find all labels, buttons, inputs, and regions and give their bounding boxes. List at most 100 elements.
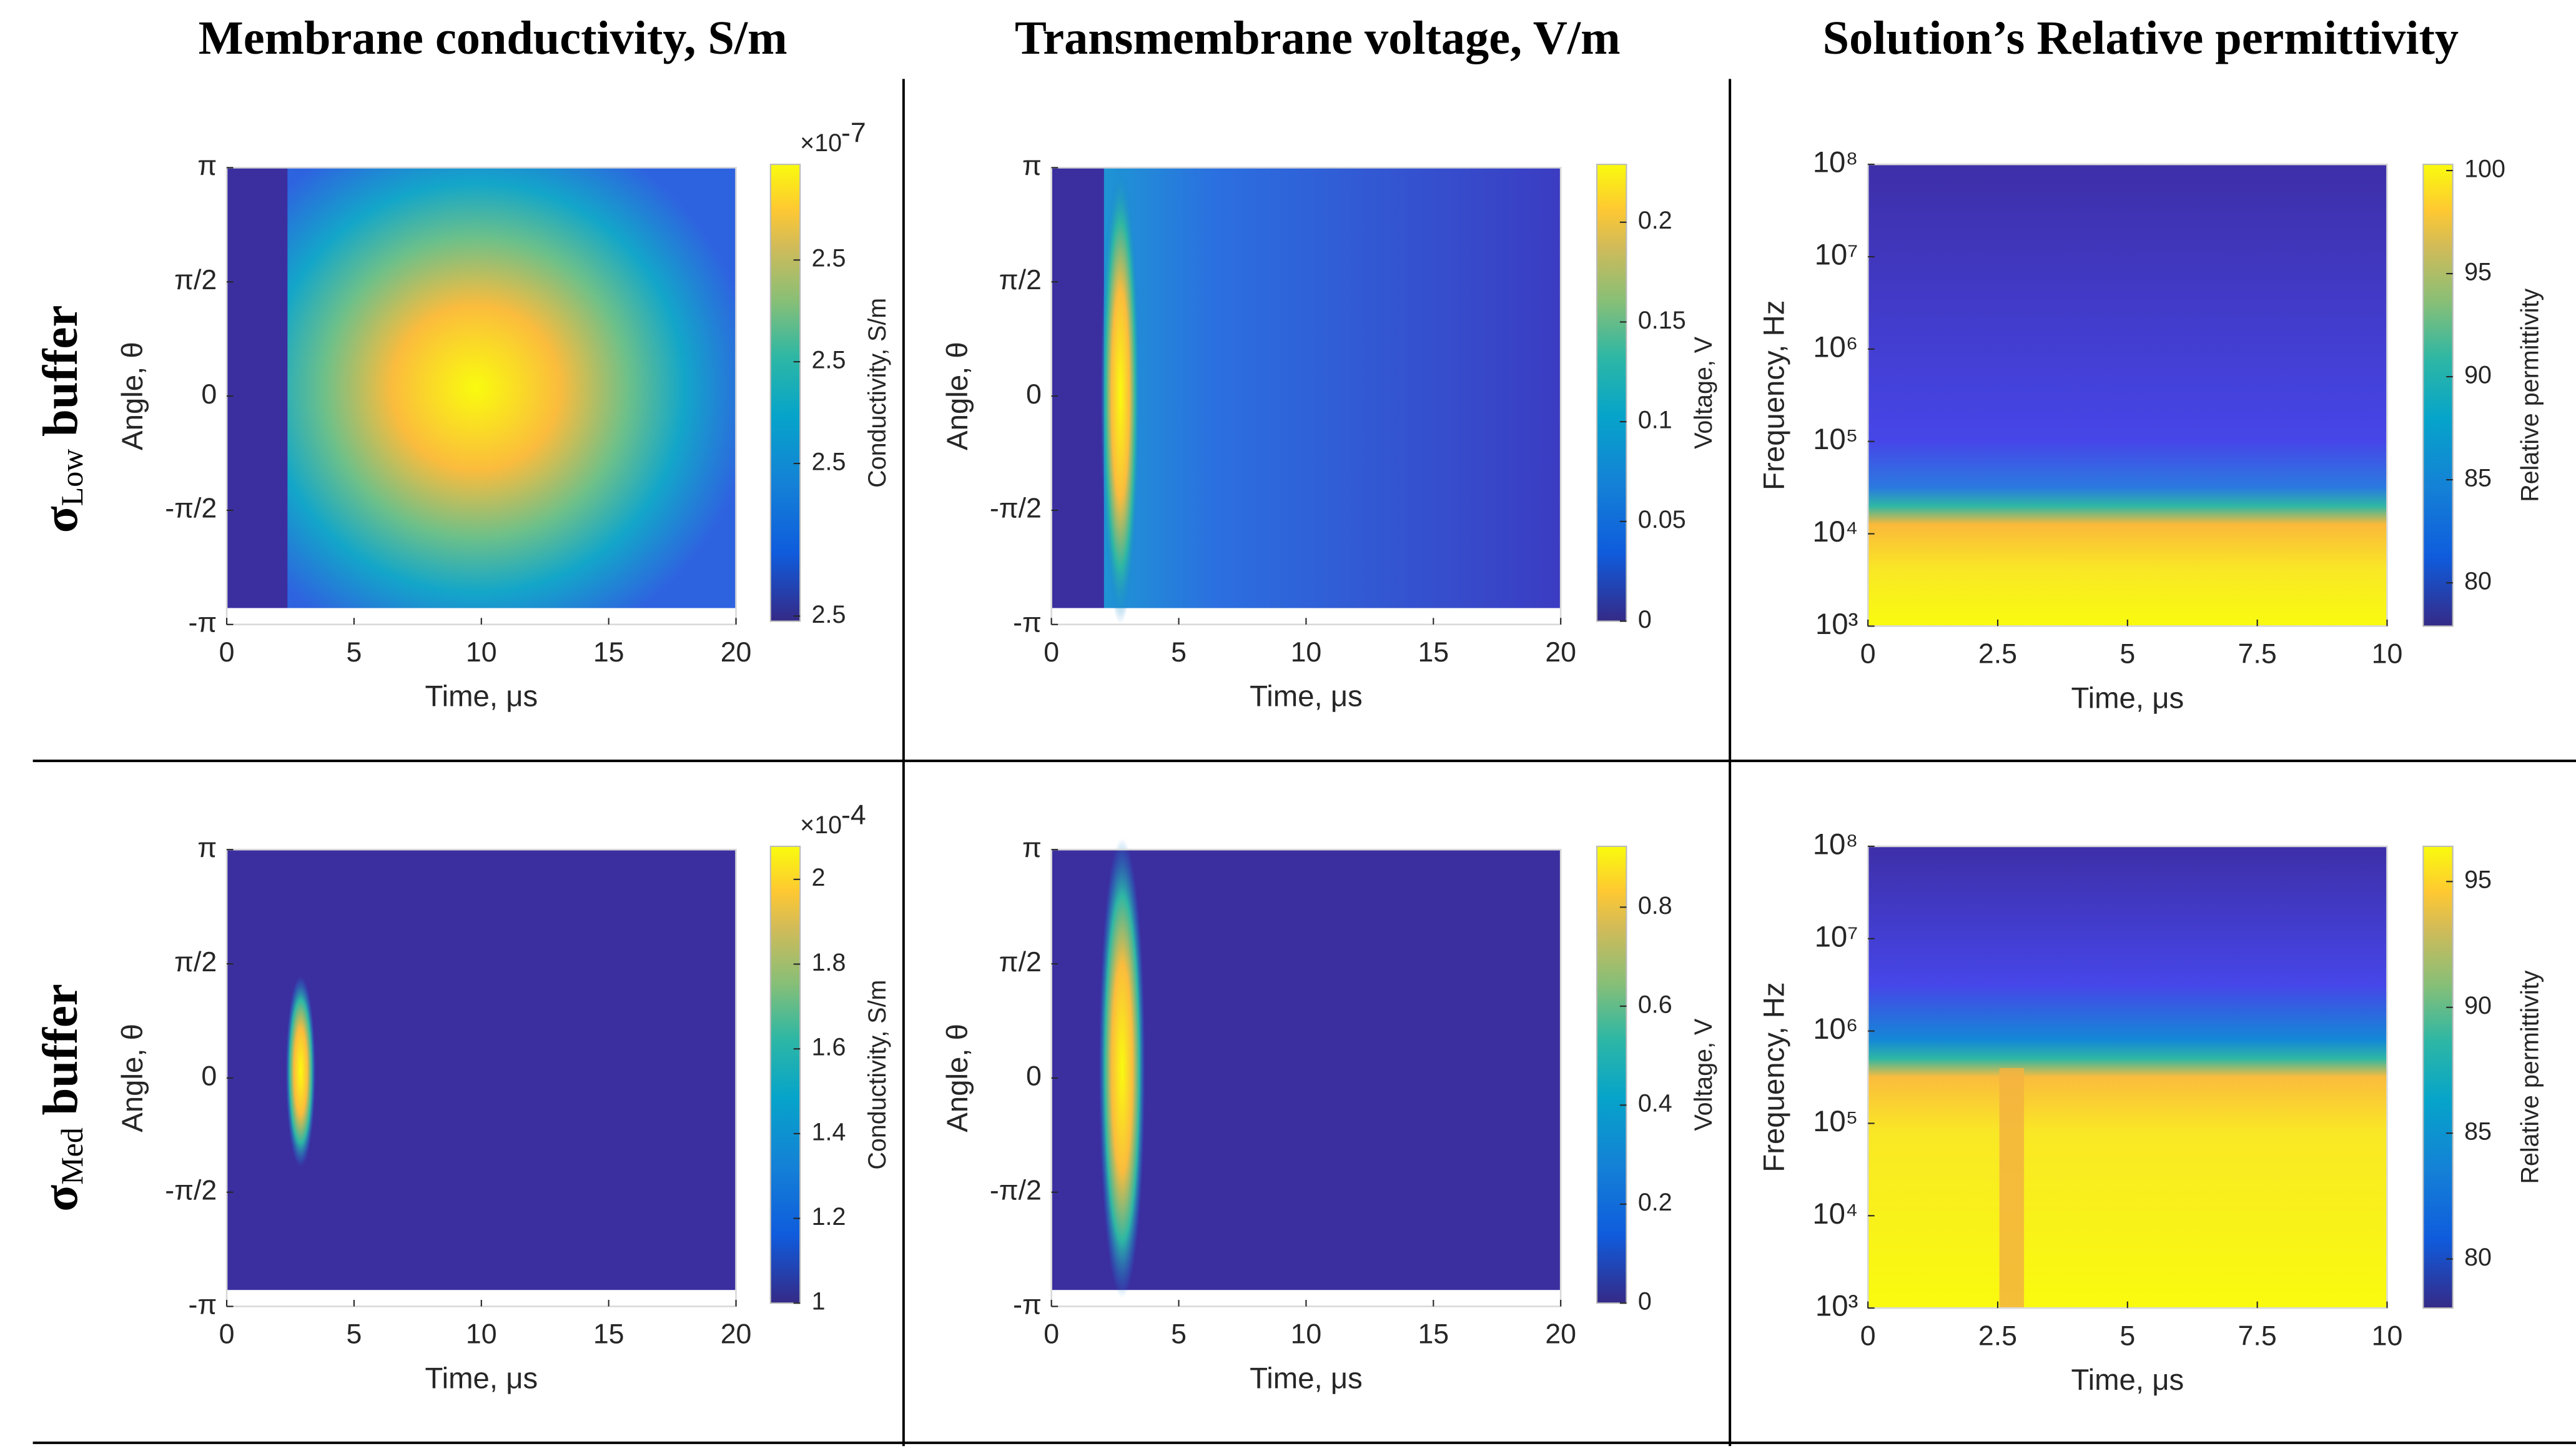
y-tick-label: 10⁴ [1812,515,1858,548]
y-tick-label: π/2 [174,265,217,295]
y-tick-label: π [1022,833,1042,863]
y-tick-label: -π/2 [165,1175,217,1206]
y-tick-label: 0 [1026,379,1042,410]
y-tick-label: 10⁸ [1813,146,1858,179]
colorbar-tick-label: 1.6 [812,1034,846,1061]
y-tick-label: 10⁷ [1815,920,1858,953]
colorbar-tick-label: 0.1 [1638,407,1672,434]
x-tick-label: 5 [1171,637,1187,668]
y-tick-label: 0 [1026,1061,1042,1092]
y-tick-label: -π [1013,608,1042,638]
y-tick-label: 10⁶ [1813,1013,1858,1046]
y-tick-label: 10³ [1815,1290,1858,1323]
x-tick-label: 10 [1291,1319,1322,1350]
row-text: buffer [34,984,88,1127]
colorbar [1596,845,1627,1304]
colorbar-label: Voltage, V [1690,1018,1717,1131]
y-tick-label: -π/2 [990,493,1042,524]
symbol: σ [34,506,88,533]
colorbar-tick-label: 0.2 [1638,207,1672,234]
colorbar-tick-label: 90 [2464,992,2492,1019]
column-title: Transmembrane voltage, V/m [1015,11,1621,64]
x-tick-label: 10 [2372,1320,2403,1351]
x-axis-label: Time, μs [2071,1364,2184,1397]
colorbar-tick-label: 85 [2464,1118,2492,1146]
colorbar-tick-label: 0.4 [1638,1090,1672,1117]
x-axis-label: Time, μs [425,1362,538,1395]
colorbar-tick-label: 2 [812,864,826,891]
y-axis-label: Angle, θ [941,342,974,450]
y-tick-label: 10⁵ [1813,1105,1858,1138]
colorbar-tick-label: 95 [2464,258,2492,285]
x-tick-label: 10 [2372,639,2403,670]
y-tick-label: π [1022,151,1042,181]
x-tick-label: 10 [466,1319,497,1350]
colorbar-tick-label: 100 [2464,155,2505,182]
x-tick-label: 5 [2120,1320,2135,1351]
colorbar-tick-label: 0.15 [1638,307,1686,334]
y-tick-label: -π [1013,1289,1042,1320]
colorbar-tick-label: 80 [2464,1244,2492,1271]
colorbar-power: -7 [841,118,866,149]
row-label-text: σMed buffer [34,984,89,1212]
colorbar-tick-label: 2.5 [812,245,846,272]
x-axis-label: Time, μs [1250,680,1363,713]
y-axis-label: Frequency, Hz [1757,982,1790,1172]
colorbar-label: Relative permittivity [2516,970,2544,1184]
colorbar-tick-label: 90 [2464,361,2492,389]
colorbar [2422,845,2454,1309]
colorbar-multiplier: ×10 [800,129,842,157]
y-tick-label: 0 [201,379,217,410]
symbol: σ [34,1185,88,1212]
x-tick-label: 20 [721,637,752,668]
y-tick-label: 10⁶ [1813,330,1858,364]
y-tick-label: -π/2 [165,493,217,524]
y-axis-label: Angle, θ [116,342,149,450]
subscript: Low [54,449,89,507]
colorbar [769,164,801,622]
y-axis-label: Angle, θ [116,1024,149,1132]
y-tick-label: 10⁷ [1815,239,1858,272]
colorbar [2422,164,2454,627]
x-tick-label: 7.5 [2238,639,2277,670]
x-tick-label: 10 [466,637,497,668]
colorbar-tick-label: 95 [2464,866,2492,894]
column-title: Membrane conductivity, S/m [199,11,787,64]
y-tick-label: 10⁸ [1813,828,1858,861]
colorbar-power: -4 [841,800,866,830]
y-tick-label: 10³ [1815,608,1858,641]
x-tick-label: 5 [1171,1319,1187,1350]
x-tick-label: 0 [219,637,235,668]
y-tick-label: -π/2 [990,1175,1042,1206]
colorbar-multiplier: ×10 [800,811,842,839]
y-tick-label: π/2 [999,947,1042,978]
colorbar-tick-label: 85 [2464,465,2492,492]
x-tick-label: 15 [593,637,624,668]
x-tick-label: 5 [2120,639,2135,670]
y-tick-label: -π [189,1289,217,1320]
colorbar-tick-label: 2.5 [812,601,846,628]
x-tick-label: 20 [1545,637,1576,668]
x-tick-label: 10 [1291,637,1322,668]
x-tick-label: 15 [1418,637,1449,668]
row-label-text: σLow buffer [34,305,89,533]
row-label: σMed buffer [34,984,89,1212]
y-tick-label: -π [189,608,217,638]
colorbar-tick-label: 0.05 [1638,506,1686,533]
x-tick-label: 7.5 [2238,1320,2277,1351]
x-tick-label: 0 [1860,1320,1876,1351]
x-tick-label: 0 [219,1319,235,1350]
y-tick-label: 10⁵ [1813,423,1858,456]
colorbar-tick-label: 1 [812,1288,826,1315]
y-tick-label: 10⁴ [1812,1197,1858,1231]
colorbar-tick-label: 1.8 [812,949,846,976]
y-axis-label: Angle, θ [941,1024,974,1132]
colorbar-tick-label: 2.5 [812,347,846,374]
y-tick-label: π [197,833,217,863]
colorbar-tick-label: 0.8 [1638,892,1672,919]
row-text: buffer [34,305,88,449]
x-tick-label: 0 [1860,639,1876,670]
colorbar-tick-label: 1.2 [812,1203,846,1231]
x-tick-label: 0 [1044,1319,1059,1350]
